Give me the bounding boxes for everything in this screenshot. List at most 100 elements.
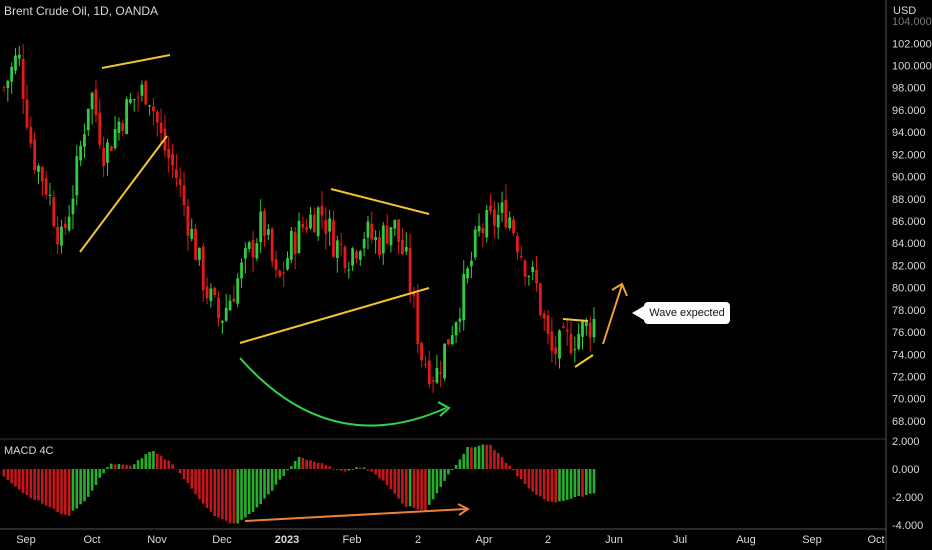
macd-bar <box>90 469 94 491</box>
macd-bar <box>401 469 404 504</box>
macd-bar <box>454 465 458 469</box>
wedge-upper-line <box>101 54 171 69</box>
macd-bar <box>209 469 213 512</box>
candle-body <box>14 55 17 71</box>
candle-body <box>473 229 477 258</box>
macd-bar <box>29 469 33 499</box>
time-tick-label: Aug <box>736 534 756 546</box>
candle-body <box>94 89 98 116</box>
macd-bar <box>328 466 331 469</box>
macd-bar <box>286 469 289 471</box>
candle-body <box>581 321 584 337</box>
macd-bar <box>37 469 40 501</box>
candle-body <box>148 105 151 107</box>
macd-bar <box>274 469 278 485</box>
wedge-lower-line <box>79 135 168 253</box>
macd-bar <box>94 469 98 485</box>
time-tick-label: Sep <box>802 534 822 546</box>
arc-arrowhead <box>437 401 451 417</box>
candle-body <box>416 293 420 345</box>
macd-bar <box>44 469 48 506</box>
macd-bar <box>458 459 462 469</box>
candle-body <box>40 167 44 182</box>
macd-bar <box>194 469 197 495</box>
macd-bar <box>121 464 125 469</box>
macd-bar <box>320 463 324 469</box>
candle-body <box>324 219 328 234</box>
candle-body <box>489 205 492 212</box>
candle-body <box>144 81 148 105</box>
price-tick-label: 98.000 <box>892 83 926 95</box>
macd-bar <box>355 467 358 469</box>
candle-body <box>485 210 489 238</box>
candle-body <box>220 321 224 323</box>
macd-bar <box>443 469 446 481</box>
macd-bar <box>305 459 308 469</box>
candle-body <box>113 129 117 149</box>
candle-body <box>301 223 305 228</box>
macd-bar <box>63 469 67 515</box>
macd-bar <box>21 469 25 494</box>
candle-body <box>500 202 504 213</box>
candle-body <box>171 153 174 166</box>
macd-bar <box>554 469 557 503</box>
macd-tick-label: -4.000 <box>892 520 923 532</box>
macd-bar <box>175 468 178 470</box>
macd-bar <box>83 469 86 502</box>
candle-body <box>159 122 163 133</box>
candle-body <box>86 108 90 131</box>
candle-body <box>435 367 439 383</box>
candle-body <box>577 333 581 349</box>
candle-body <box>194 228 197 261</box>
candle-body <box>109 146 113 151</box>
price-tick-label: 80.000 <box>892 283 926 295</box>
price-tick-label: 86.000 <box>892 216 926 228</box>
macd-bar <box>558 469 561 502</box>
candle-body <box>481 228 485 233</box>
macd-bar <box>6 469 10 481</box>
candle-body <box>83 134 86 147</box>
candle-body <box>274 259 278 270</box>
macd-bar <box>313 461 316 469</box>
candle-body <box>351 248 355 266</box>
macd-bar <box>447 469 450 475</box>
macd-bar <box>205 469 209 508</box>
candle-body <box>312 214 316 233</box>
macd-bar <box>347 469 351 471</box>
candle-body <box>316 207 320 237</box>
macd-bar <box>343 469 347 472</box>
candle-body <box>546 315 550 334</box>
candle-body <box>209 288 213 302</box>
macd-bar <box>358 467 362 469</box>
candle-body <box>431 380 435 382</box>
candle-body <box>213 287 217 296</box>
candle-body <box>255 243 259 259</box>
candle-body <box>259 211 263 243</box>
macd-bar <box>316 462 320 469</box>
candle-body <box>492 209 496 226</box>
candle-body <box>155 111 159 123</box>
candle-body <box>205 286 209 299</box>
macd-bar <box>539 469 542 497</box>
price-tick-label: 76.000 <box>892 327 926 339</box>
candle-body <box>286 258 289 270</box>
rounding-bottom-arc <box>239 357 447 427</box>
macd-bar <box>374 469 377 475</box>
macd-bar <box>542 469 546 500</box>
candle-body <box>519 255 523 258</box>
small-triangle-upper-line <box>562 318 589 322</box>
candle-body <box>569 334 573 354</box>
candle-body <box>44 178 48 195</box>
macd-bar <box>336 469 339 470</box>
candle-body <box>33 139 37 171</box>
macd-bar <box>435 469 439 494</box>
candle-body <box>98 112 102 145</box>
macd-bar <box>297 456 301 469</box>
candle-body <box>401 239 404 255</box>
candle-body <box>470 260 473 267</box>
macd-bar <box>366 469 370 471</box>
macd-bar <box>293 460 297 469</box>
candle-body <box>374 237 378 241</box>
price-tick-label: 104.000 <box>892 16 932 28</box>
